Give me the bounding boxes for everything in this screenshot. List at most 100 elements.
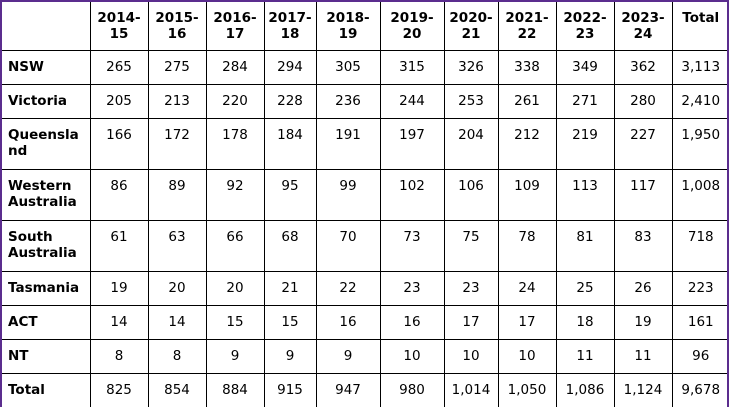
table-cell: 1,124 — [613, 372, 673, 407]
table-cell: 271 — [555, 83, 615, 119]
table-cell-total: 1,950 — [671, 117, 727, 170]
table-cell: 24 — [497, 270, 557, 306]
table-cell: 20 — [147, 270, 207, 306]
row-header-cell: Total — [2, 372, 91, 407]
table-cell: 915 — [263, 372, 317, 407]
table-cell: 23 — [443, 270, 499, 306]
table-cell: 294 — [263, 49, 317, 85]
table-cell: 26 — [613, 270, 673, 306]
table-cell: 70 — [315, 219, 381, 272]
table-cell-total: 161 — [671, 304, 727, 340]
row-header-cell: Western Australia — [2, 168, 91, 221]
table-cell: 113 — [555, 168, 615, 221]
table-cell: 81 — [555, 219, 615, 272]
table-cell: 109 — [497, 168, 557, 221]
table-cell: 61 — [89, 219, 149, 272]
table-cell: 9 — [263, 338, 317, 374]
table-cell: 166 — [89, 117, 149, 170]
table-cell: 212 — [497, 117, 557, 170]
table-cell: 947 — [315, 372, 381, 407]
table-cell: 19 — [89, 270, 149, 306]
table-cell: 21 — [263, 270, 317, 306]
header-cell: 2019- 20 — [379, 2, 445, 51]
header-cell: 2018- 19 — [315, 2, 381, 51]
table-cell: 75 — [443, 219, 499, 272]
table-cell: 17 — [443, 304, 499, 340]
table-cell-total: 2,410 — [671, 83, 727, 119]
table-cell: 261 — [497, 83, 557, 119]
table-cell: 10 — [443, 338, 499, 374]
table-cell: 11 — [613, 338, 673, 374]
table-cell: 9 — [315, 338, 381, 374]
table-row: South Australia 61 63 66 68 70 73 75 78 81 83 718 — [2, 219, 727, 272]
table-cell: 213 — [147, 83, 207, 119]
table-cell: 14 — [147, 304, 207, 340]
row-header-cell: NT — [2, 338, 91, 374]
table-cell: 20 — [205, 270, 265, 306]
header-cell: 2014- 15 — [89, 2, 149, 51]
header-cell: 2020- 21 — [443, 2, 499, 51]
table-cell: 89 — [147, 168, 207, 221]
table-cell: 980 — [379, 372, 445, 407]
header-row: 2014- 15 2015- 16 2016- 17 2017- 18 2018- 19 … — [2, 2, 727, 51]
table-cell: 78 — [497, 219, 557, 272]
table-cell: 25 — [555, 270, 615, 306]
row-header-cell: ACT — [2, 304, 91, 340]
table-cell: 825 — [89, 372, 149, 407]
table-row: Queensla nd 166 172 178 184 191 197 204 212 219 227… — [2, 117, 727, 170]
table-cell-total: 223 — [671, 270, 727, 306]
table-cell: 15 — [263, 304, 317, 340]
table-cell: 219 — [555, 117, 615, 170]
header-corner-cell — [2, 2, 91, 51]
table-cell: 315 — [379, 49, 445, 85]
header-cell: 2016- 17 — [205, 2, 265, 51]
table-cell: 8 — [89, 338, 149, 374]
table-row: Victoria 205 213 220 228 236 244 253 261 271 280 2,… — [2, 83, 727, 119]
table-row: ACT 14 14 15 15 16 16 17 17 18 19 161 — [2, 304, 727, 340]
table-cell: 95 — [263, 168, 317, 221]
table-cell: 22 — [315, 270, 381, 306]
table-cell: 19 — [613, 304, 673, 340]
table-cell: 16 — [315, 304, 381, 340]
table-cell: 1,086 — [555, 372, 615, 407]
header-cell: 2015- 16 — [147, 2, 207, 51]
table-cell: 191 — [315, 117, 381, 170]
table-row: Western Australia 86 89 92 95 99 102 106 109 113 11… — [2, 168, 727, 221]
table-row: NSW 265 275 284 294 305 315 326 338 349 362 3,113 — [2, 49, 727, 85]
table-cell: 16 — [379, 304, 445, 340]
table-cell: 253 — [443, 83, 499, 119]
table-cell: 9 — [205, 338, 265, 374]
table-cell: 205 — [89, 83, 149, 119]
table-cell: 68 — [263, 219, 317, 272]
table-cell: 204 — [443, 117, 499, 170]
table-cell: 92 — [205, 168, 265, 221]
table-cell: 244 — [379, 83, 445, 119]
table-cell: 14 — [89, 304, 149, 340]
table-cell: 284 — [205, 49, 265, 85]
table-cell: 73 — [379, 219, 445, 272]
row-header-cell: Queensla nd — [2, 117, 91, 170]
table-cell: 11 — [555, 338, 615, 374]
table-row: Tasmania 19 20 20 21 22 23 23 24 25 26 223 — [2, 270, 727, 306]
table-body: NSW 265 275 284 294 305 315 326 338 349 362 3,113 Vi… — [2, 49, 727, 407]
table-cell: 1,014 — [443, 372, 499, 407]
table-cell: 15 — [205, 304, 265, 340]
table-cell: 1,050 — [497, 372, 557, 407]
table-cell: 83 — [613, 219, 673, 272]
table-cell: 197 — [379, 117, 445, 170]
table-cell: 265 — [89, 49, 149, 85]
table-cell: 326 — [443, 49, 499, 85]
table-row-total: Total 825 854 884 915 947 980 1,014 1,050 1,086 1,… — [2, 372, 727, 407]
table-cell: 63 — [147, 219, 207, 272]
table-cell-total: 3,113 — [671, 49, 727, 85]
table-cell: 227 — [613, 117, 673, 170]
table-cell: 23 — [379, 270, 445, 306]
table-cell-total: 96 — [671, 338, 727, 374]
table-cell: 172 — [147, 117, 207, 170]
table-cell: 178 — [205, 117, 265, 170]
table-cell: 10 — [497, 338, 557, 374]
header-cell: 2022- 23 — [555, 2, 615, 51]
table-cell: 854 — [147, 372, 207, 407]
